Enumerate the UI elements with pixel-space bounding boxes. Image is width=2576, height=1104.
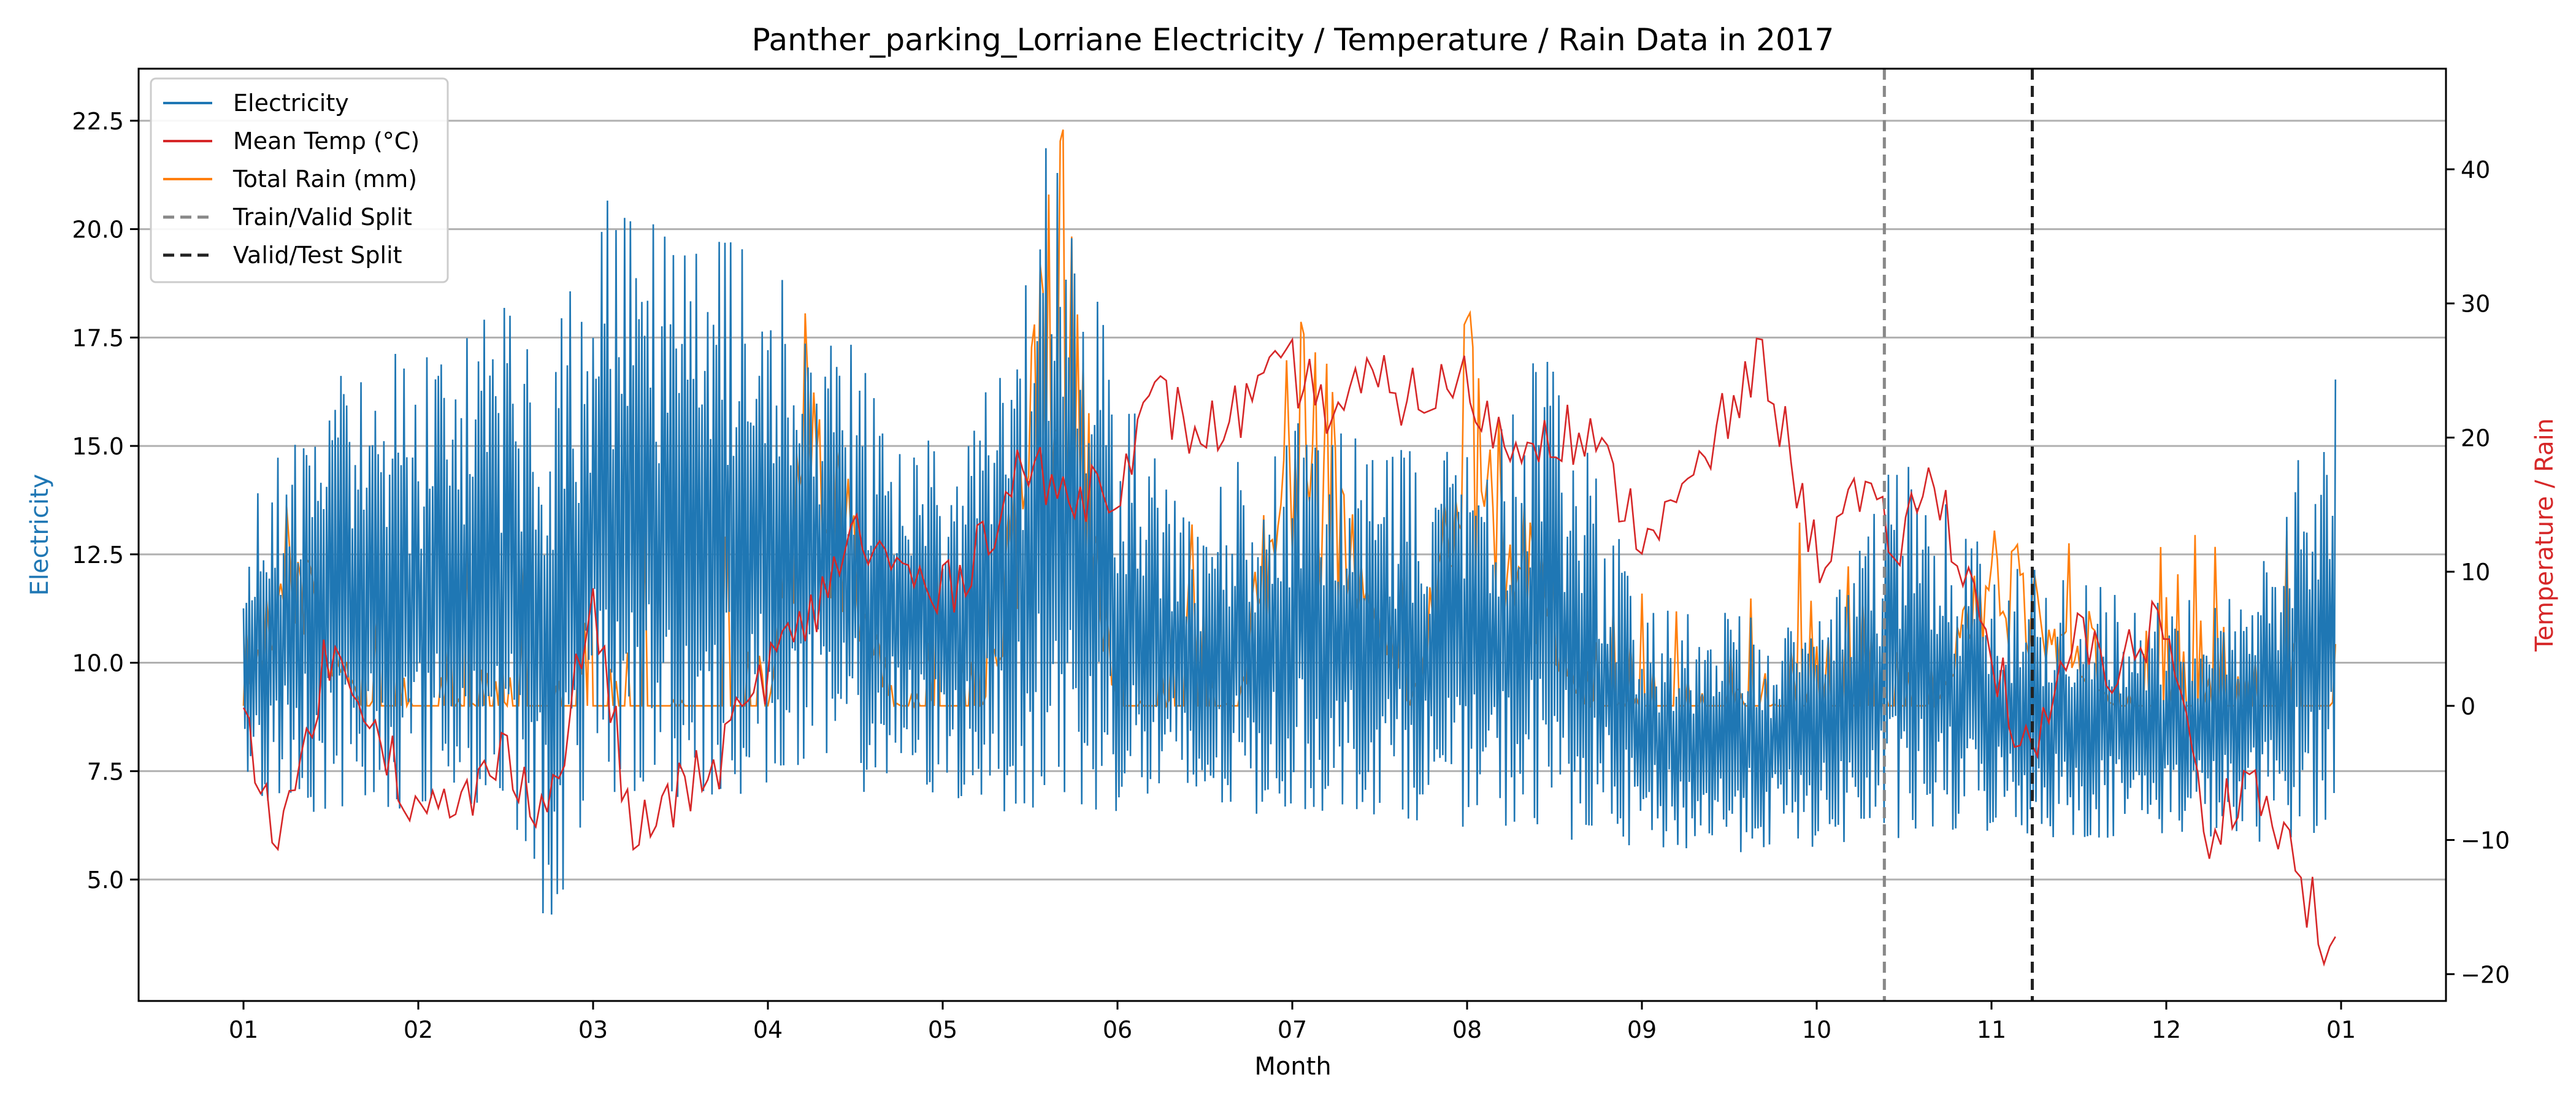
x-tick-label: 07 [1278, 1016, 1307, 1043]
y-left-tick-label: 17.5 [72, 324, 124, 351]
x-tick-label: 12 [2152, 1016, 2181, 1043]
x-tick-label: 05 [928, 1016, 957, 1043]
x-tick-label: 10 [1802, 1016, 1831, 1043]
y-right-tick-label: −20 [2461, 961, 2510, 988]
y-left-tick-label: 5.0 [87, 867, 124, 894]
legend-electricity-label: Electricity [233, 90, 349, 117]
x-tick-label: 08 [1452, 1016, 1482, 1043]
left-y-axis: 5.0 7.5 10.0 12.5 15.0 17.5 20.0 22.5 [72, 108, 139, 894]
y-left-tick-label: 12.5 [72, 542, 124, 569]
right-y-axis-label: Temperature / Rain [2531, 418, 2559, 652]
x-tick-label: 04 [753, 1016, 783, 1043]
y-right-tick-label: 10 [2461, 559, 2490, 586]
legend-rain-label: Total Rain (mm) [232, 166, 417, 193]
y-left-tick-label: 7.5 [87, 758, 124, 785]
split-lines [1882, 69, 2034, 1001]
y-left-tick-label: 20.0 [72, 217, 124, 243]
left-y-axis-label: Electricity [26, 474, 54, 596]
legend-train-valid-label: Train/Valid Split [232, 204, 412, 231]
temperature-line-path [242, 337, 2336, 967]
x-axis-label: Month [1254, 1052, 1331, 1081]
y-right-tick-label: 40 [2461, 156, 2490, 183]
right-y-axis: −20 −10 0 10 20 30 40 [2446, 156, 2510, 988]
x-tick-label: 01 [229, 1016, 258, 1043]
y-left-tick-label: 15.0 [72, 433, 124, 460]
y-left-tick-label: 10.0 [72, 650, 124, 677]
x-tick-label: 11 [1977, 1016, 2006, 1043]
chart-title: Panther_parking_Lorriane Electricity / T… [752, 22, 1834, 58]
x-tick-label: 03 [578, 1016, 608, 1043]
electricity-line-path [242, 148, 2337, 915]
y-right-tick-label: 0 [2461, 693, 2475, 720]
legend-valid-test-label: Valid/Test Split [233, 242, 402, 269]
y-right-tick-label: 30 [2461, 291, 2490, 318]
y-right-tick-label: 20 [2461, 424, 2490, 451]
legend: Electricity Mean Temp (°C) Total Rain (m… [150, 77, 449, 283]
x-tick-label: 02 [404, 1016, 433, 1043]
legend-box [150, 77, 449, 283]
x-tick-label: 06 [1103, 1016, 1132, 1043]
x-tick-label: 09 [1627, 1016, 1657, 1043]
legend-temperature-label: Mean Temp (°C) [233, 128, 420, 155]
electricity-series-line [242, 148, 2337, 915]
y-right-tick-label: −10 [2461, 827, 2510, 854]
x-axis: 01 02 03 04 05 06 07 08 09 10 11 12 01 [229, 1001, 2356, 1043]
temperature-series-line [242, 337, 2336, 967]
x-tick-label: 01 [2326, 1016, 2356, 1043]
y-left-tick-label: 22.5 [72, 108, 124, 135]
